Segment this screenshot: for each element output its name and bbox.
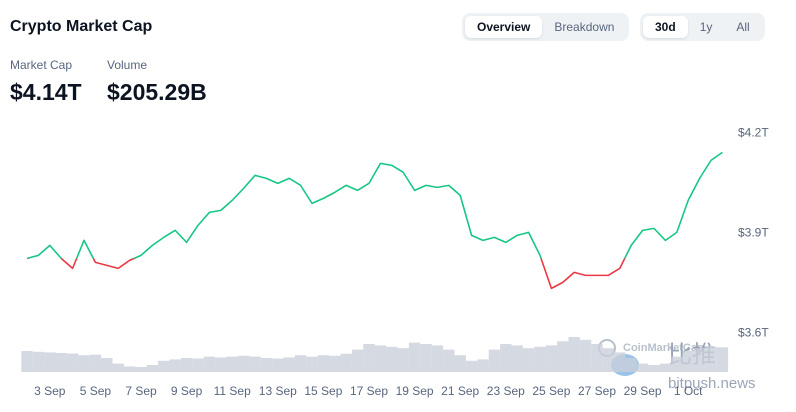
volume-bar [340,353,352,372]
volume-bar [568,337,580,372]
volume-bar [351,349,364,372]
volume-bar [705,346,717,372]
volume-bar [158,360,170,372]
volume-bar [682,351,694,372]
x-tick-label: 17 Sep [350,384,388,398]
volume-bar [374,345,387,372]
price-line [26,151,723,290]
volume-bar [386,346,398,372]
widget-title: Crypto Market Cap [10,18,153,35]
stat-value: $4.14T [10,79,82,105]
volume-bar [363,344,375,372]
tab[interactable]: All [736,20,750,34]
x-tick-label: 1 Oct [674,384,703,398]
volume-bar [693,348,706,372]
volume-bar [192,358,204,372]
volume-bar [101,358,113,372]
volume-bar [146,365,159,372]
x-tick-label: 9 Sep [171,384,203,398]
volume-bar [306,356,318,372]
volume-bar [180,358,193,372]
x-tick-label: 23 Sep [487,384,525,398]
tab[interactable]: 1y [699,20,713,34]
volume-bar [408,342,421,372]
volume-bar [488,349,501,372]
x-tick-label: 11 Sep [214,384,251,398]
tab[interactable]: Overview [465,16,543,38]
volume-bar [272,358,284,372]
volume-bar [317,355,330,372]
volume-bar [294,355,307,372]
x-tick-label: 5 Sep [80,384,112,398]
volume-bar [420,344,432,372]
volume-bar [226,356,238,372]
volume-bar [443,349,455,372]
x-tick-label: 7 Sep [125,384,157,398]
volume-bar [534,346,546,372]
volume-bar [169,359,181,372]
volume-bar [44,352,56,372]
y-tick-label: $4.2T [738,126,769,140]
watermark: CoinMarketCap [623,342,704,354]
volume-bar [249,356,261,372]
volume-bar [112,363,124,372]
volume-bar [659,363,672,372]
volume-bar [123,366,136,372]
stat-value: $205.29B [107,79,207,105]
y-tick-label: $3.9T [738,226,769,240]
stat-label: Volume [107,58,148,72]
volume-bar [66,353,79,372]
volume-bar [55,352,67,372]
y-tick-label: $3.6T [738,326,769,340]
watermark-site: bitpush.news [668,375,756,392]
range-tabs: 30d 1y All [640,13,765,41]
x-tick-label: 3 Sep [34,384,66,398]
volume-bar [260,358,273,372]
tab[interactable]: 30d [643,16,688,38]
volume-bar [522,348,535,372]
volume-bar [625,358,637,372]
x-tick-label: 13 Sep [259,384,297,398]
x-tick-label: 21 Sep [441,384,479,398]
volume-bar [135,366,147,372]
view-tabs: Overview Breakdown [462,13,630,41]
volume-bar [78,355,90,372]
x-tick-label: 27 Sep [578,384,616,398]
volume-bar [397,348,409,372]
volume-bar [454,355,466,372]
volume-bar [431,345,444,372]
x-tick-label: 29 Sep [624,384,662,398]
tab[interactable]: Breakdown [554,20,615,34]
volume-bar [636,363,649,372]
volume-bar [283,357,295,372]
volume-bar [21,351,33,372]
volume-bar [237,355,250,372]
volume-bar [89,354,102,372]
volume-bar [511,345,523,372]
volume-bar [32,351,45,372]
volume-bar [671,356,683,372]
x-tick-label: 25 Sep [532,384,570,398]
volume-bar [579,339,592,372]
volume-bar [329,355,341,372]
volume-bar [500,344,512,372]
x-tick-label: 15 Sep [304,384,342,398]
x-tick-label: 19 Sep [396,384,434,398]
volume-bar [477,359,489,372]
volume-bar [716,347,729,372]
volume-bar [602,348,615,372]
volume-bar [465,360,478,372]
volume-bar [545,345,558,372]
stat-label: Market Cap [10,58,73,72]
volume-bar [614,352,626,372]
volume-bar [591,344,603,372]
volume-bar [648,365,660,372]
volume-bar [203,356,216,372]
volume-bar [557,341,569,372]
volume-bar [215,357,227,372]
